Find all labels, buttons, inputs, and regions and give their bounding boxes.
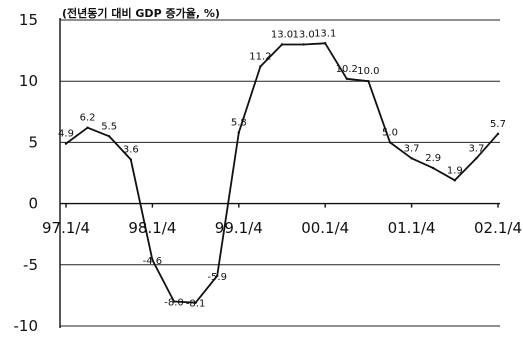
data-label: 6.2 (80, 113, 96, 124)
data-label: 3.7 (404, 143, 420, 154)
data-point (432, 166, 435, 170)
x-tick-label: 99.1/4 (215, 219, 263, 237)
data-point (496, 132, 500, 136)
data-point (410, 157, 413, 160)
data-label: 5.5 (101, 121, 117, 132)
data-point (453, 179, 456, 182)
data-label: 4.9 (58, 129, 74, 140)
y-tick-label: -10 (14, 317, 39, 335)
data-point (172, 300, 176, 303)
data-label: -5.9 (207, 272, 227, 283)
data-point (280, 43, 284, 46)
data-point (302, 43, 305, 46)
data-label: 13.1 (314, 28, 336, 39)
data-label: 5.8 (231, 118, 247, 129)
data-label: -8.1 (186, 299, 206, 310)
data-point (259, 65, 262, 68)
y-tick-label: 15 (19, 11, 38, 29)
data-point (64, 142, 68, 145)
data-label: 11.2 (249, 52, 271, 63)
y-tick-label: -5 (23, 256, 38, 274)
data-point (345, 77, 348, 80)
y-tick-labels: 15 10 5 0 -5 -10 (14, 11, 39, 335)
data-label: 10.2 (336, 64, 358, 75)
data-label: 10.0 (357, 66, 379, 77)
data-label: 13.0 (271, 29, 293, 40)
series-line (64, 42, 500, 304)
data-label: 5.7 (490, 119, 506, 130)
data-point (475, 157, 478, 160)
data-label: -8.0 (164, 298, 184, 309)
data-point (324, 42, 327, 45)
x-tick-label: 00.1/4 (301, 219, 349, 237)
series-line-path (65, 42, 499, 304)
data-labels: 4.96.25.53.6-4.6-8.0 -8.1-5.95.811.213.0 1… (58, 28, 506, 309)
x-tick-label: 97.1/4 (42, 219, 90, 237)
gridlines (60, 19, 500, 327)
data-point (108, 135, 111, 138)
data-label: 3.6 (123, 145, 139, 156)
data-label: 5.0 (382, 127, 398, 138)
data-point (388, 141, 392, 144)
axes (59, 18, 500, 328)
y-tick-label: 10 (19, 72, 38, 90)
data-point (86, 126, 89, 129)
data-point (194, 301, 197, 304)
data-point (151, 258, 154, 262)
x-tick-label: 02.1/4 (474, 219, 522, 237)
y-tick-label: 0 (28, 195, 38, 213)
x-tick-label: 01.1/4 (388, 219, 436, 237)
data-label: -4.6 (143, 256, 163, 267)
x-tick-labels: 97.1/4 98.1/4 99.1/4 00.1/4 01.1/4 02.1/4 (42, 219, 522, 237)
data-point (367, 80, 370, 83)
y-tick-label: 5 (28, 133, 38, 151)
data-point (237, 131, 240, 134)
data-label: 13.0 (292, 29, 314, 40)
data-point (129, 158, 132, 161)
x-tick-label: 98.1/4 (128, 219, 176, 237)
data-label: 3.7 (468, 143, 484, 154)
chart-title: (전년동기 대비 GDP 증가율, %) (62, 6, 220, 20)
data-label: 2.9 (425, 153, 441, 164)
data-point (216, 274, 219, 278)
data-label: 1.9 (447, 165, 463, 176)
